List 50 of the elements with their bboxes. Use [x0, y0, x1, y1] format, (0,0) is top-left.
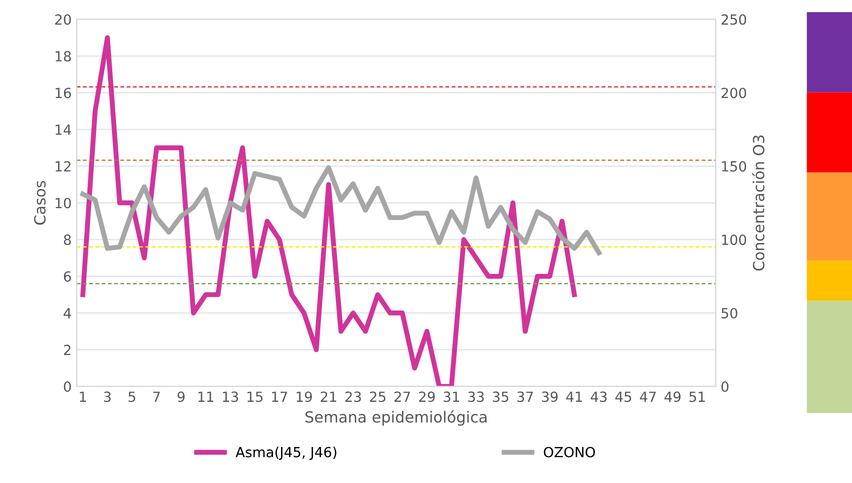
- x-tick-label: 11: [198, 392, 214, 402]
- x-axis-title: Semana epidemiológica: [305, 410, 487, 426]
- y-axis-title: Casos: [34, 180, 46, 225]
- y-tick-label: 20: [55, 14, 71, 25]
- y-tick-label: 14: [56, 124, 72, 135]
- x-tick-label: 33: [468, 392, 484, 402]
- x-tick-label: 41: [566, 392, 582, 402]
- x-tick-label: 29: [419, 392, 435, 402]
- x-tick-label: 5: [128, 392, 136, 402]
- x-tick-label: 47: [640, 392, 656, 402]
- y-tick-label: 10: [56, 198, 71, 208]
- x-tick-label: 1: [80, 392, 86, 402]
- y-tick-label: 0: [64, 381, 71, 392]
- x-tick-label: 19: [296, 392, 312, 402]
- x-tick-label: 45: [615, 392, 632, 402]
- y-tick-label: 4: [64, 308, 72, 318]
- x-tick-label: 51: [689, 392, 705, 402]
- y2-tick-label: 100: [722, 234, 746, 246]
- x-tick-label: 31: [444, 392, 460, 402]
- line-series: [80, 35, 577, 386]
- y2-tick-label: 250: [722, 14, 746, 25]
- y2-tick-label: 50: [722, 308, 738, 318]
- legend-label: OZONO: [544, 446, 595, 458]
- x-tick-label: 15: [248, 392, 262, 402]
- x-tick-label: 37: [517, 392, 533, 402]
- y-tick-label: 6: [64, 271, 71, 282]
- x-tick-label: 43: [590, 392, 607, 402]
- x-tick-label: 39: [542, 392, 558, 402]
- y2-tick-label: 0: [721, 381, 728, 392]
- x-tick-label: 23: [345, 392, 361, 402]
- x-tick-label: 25: [370, 392, 386, 402]
- x-tick-label: 21: [320, 392, 336, 402]
- y-tick-label: 2: [64, 344, 70, 355]
- x-tick-label: 17: [272, 392, 288, 402]
- x-tick-label: 27: [394, 392, 410, 402]
- x-tick-label: 7: [153, 392, 160, 402]
- y2-tick-label: 150: [722, 161, 746, 172]
- y-tick-label: 18: [56, 50, 71, 62]
- x-tick-label: 35: [492, 392, 508, 402]
- y2-axis-title: Concentración O3: [752, 136, 764, 271]
- y-tick-label: 12: [56, 161, 70, 172]
- x-tick-label: 9: [178, 392, 185, 402]
- x-tick-label: 3: [104, 392, 111, 402]
- y-tick-label: 16: [56, 88, 71, 98]
- y-tick-label: 8: [64, 234, 71, 246]
- legend-label: Asma(J45, J46): [236, 446, 336, 460]
- x-tick-label: 49: [664, 392, 681, 402]
- y2-tick-label: 200: [722, 88, 746, 98]
- x-tick-label: 13: [222, 392, 238, 402]
- line-series: [80, 165, 602, 256]
